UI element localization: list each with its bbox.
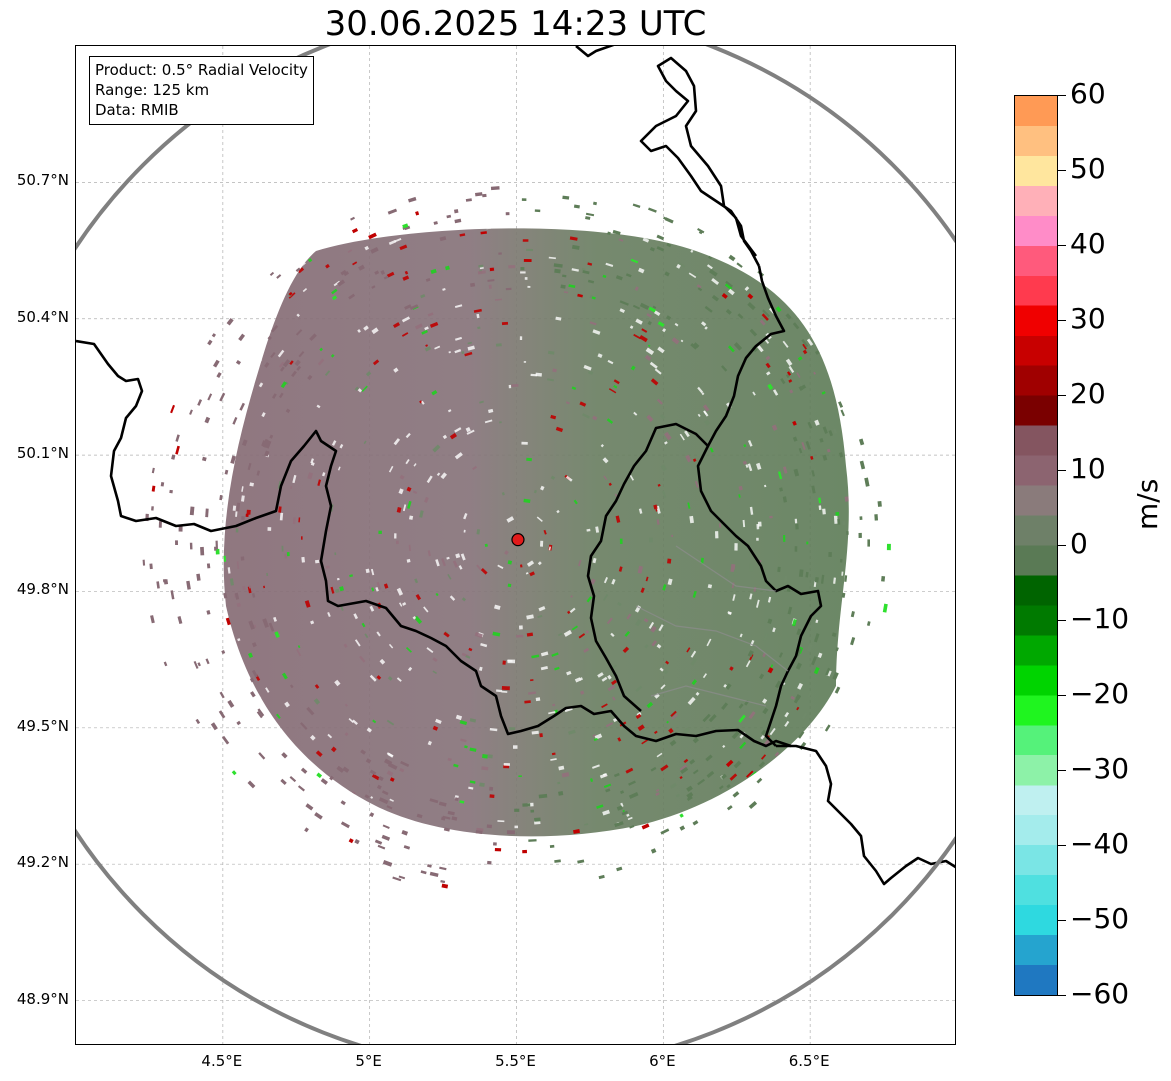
colorbar-tick-11 [1058, 920, 1066, 921]
radar-echo-fringe [142, 186, 891, 889]
colorbar-label-0: 60 [1070, 77, 1106, 110]
colorbar-tick-1 [1058, 170, 1066, 171]
data-source-label: Data: RMIB [95, 101, 179, 119]
lat-label-6: 50.7°N [16, 171, 69, 190]
range-label: Range: 125 km [95, 81, 210, 99]
lat-label-1: 49.2°N [16, 853, 69, 872]
colorbar-tick-3 [1058, 320, 1066, 321]
radar-site-marker [511, 533, 525, 547]
lat-label-2: 49.5°N [16, 716, 69, 735]
colorbar-label-8: −20 [1070, 677, 1130, 710]
colorbar-tick-10 [1058, 845, 1066, 846]
colorbar-label-10: −40 [1070, 827, 1130, 860]
colorbar-label-7: −10 [1070, 602, 1130, 635]
lon-label-0: 4.5°E [201, 1052, 243, 1070]
colorbar-label-6: 0 [1070, 527, 1088, 560]
lat-label-4: 50.1°N [16, 444, 69, 463]
radar-echo-field [223, 228, 849, 837]
colorbar-tick-5 [1058, 470, 1066, 471]
colorbar-tick-8 [1058, 695, 1066, 696]
colorbar-label-4: 20 [1070, 377, 1106, 410]
colorbar-label-5: 10 [1070, 452, 1106, 485]
colorbar-unit-label: m/s [1131, 478, 1164, 530]
country-borders [76, 46, 955, 886]
lat-label-5: 50.4°N [16, 307, 69, 326]
colorbar-label-3: 30 [1070, 302, 1106, 335]
colorbar-label-12: −60 [1070, 977, 1130, 1010]
lon-label-2: 5.5°E [495, 1052, 536, 1070]
radar-map [75, 45, 956, 1045]
colorbar-label-11: −50 [1070, 902, 1130, 935]
colorbar-tick-6 [1058, 545, 1066, 546]
colorbar-tick-7 [1058, 620, 1066, 621]
colorbar-tick-0 [1058, 95, 1066, 96]
velocity-colorbar [1014, 95, 1058, 996]
border-belgium-luxembourg [586, 265, 786, 712]
border-north-segment [575, 46, 615, 58]
colorbar-tick-2 [1058, 245, 1066, 246]
lon-label-4: 6.5°E [788, 1052, 830, 1070]
border-germany-france-east [776, 744, 955, 886]
radar-map-canvas [76, 46, 955, 1044]
regional-borders [635, 545, 789, 707]
product-label: Product: 0.5° Radial Velocity [95, 61, 308, 79]
product-info-box: Product: 0.5° Radial Velocity Range: 125… [89, 56, 314, 125]
border-luxembourg-germany [696, 445, 823, 747]
lon-label-3: 6°E [649, 1052, 676, 1070]
colorbar-tick-12 [1058, 995, 1066, 996]
colorbar-tick-9 [1058, 770, 1066, 771]
border-belgium-france-west [76, 339, 792, 748]
colorbar-label-2: 40 [1070, 227, 1106, 260]
lat-label-0: 48.9°N [16, 989, 69, 1008]
lon-label-1: 5°E [355, 1052, 382, 1070]
colorbar-label-9: −30 [1070, 752, 1130, 785]
lat-label-3: 49.8°N [16, 580, 69, 599]
map-title: 30.06.2025 14:23 UTC [324, 4, 707, 44]
colorbar-label-1: 50 [1070, 152, 1106, 185]
colorbar-tick-4 [1058, 395, 1066, 396]
border-germany-belgium-north [639, 56, 761, 267]
